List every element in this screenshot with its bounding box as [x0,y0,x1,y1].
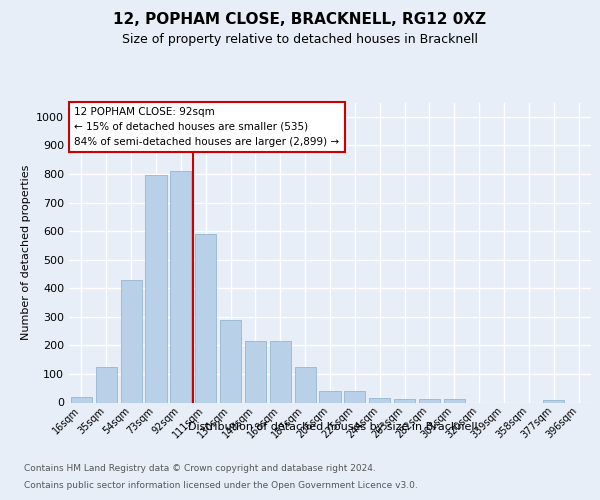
Text: 12, POPHAM CLOSE, BRACKNELL, RG12 0XZ: 12, POPHAM CLOSE, BRACKNELL, RG12 0XZ [113,12,487,28]
Bar [394,399,415,402]
Text: 12 POPHAM CLOSE: 92sqm
← 15% of detached houses are smaller (535)
84% of semi-de: 12 POPHAM CLOSE: 92sqm ← 15% of detached… [74,107,340,146]
Bar [71,397,92,402]
Bar [121,280,142,402]
Bar [195,234,216,402]
Bar [419,399,440,402]
Text: Contains public sector information licensed under the Open Government Licence v3: Contains public sector information licen… [24,481,418,490]
Bar [295,367,316,402]
Bar [270,341,291,402]
Bar [96,367,117,402]
Bar [344,390,365,402]
Bar [319,390,341,402]
Text: Distribution of detached houses by size in Bracknell: Distribution of detached houses by size … [188,422,478,432]
Bar [543,400,564,402]
Bar [369,398,390,402]
Bar [170,171,191,402]
Text: Size of property relative to detached houses in Bracknell: Size of property relative to detached ho… [122,32,478,46]
Text: Contains HM Land Registry data © Crown copyright and database right 2024.: Contains HM Land Registry data © Crown c… [24,464,376,473]
Bar [245,341,266,402]
Y-axis label: Number of detached properties: Number of detached properties [20,165,31,340]
Bar [220,320,241,402]
Bar [444,399,465,402]
Bar [145,176,167,402]
